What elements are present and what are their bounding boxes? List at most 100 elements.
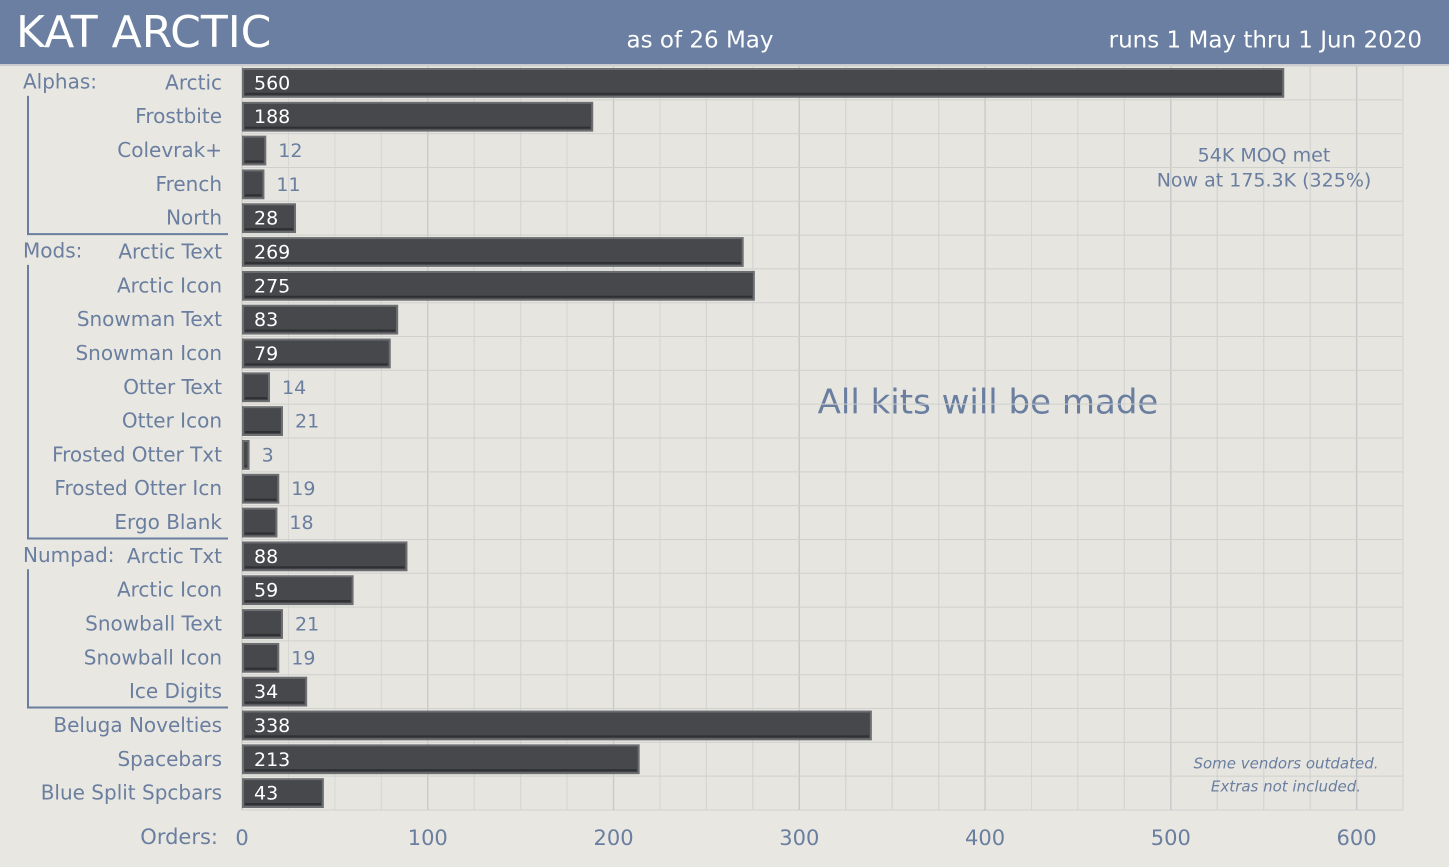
value-label: 19 — [291, 647, 315, 669]
header-rule — [0, 64, 1449, 66]
x-axis-label: Orders: — [140, 825, 218, 849]
bar-shade — [245, 160, 264, 163]
group-label: Numpad: — [23, 543, 115, 567]
category-label: Frosted Otter Txt — [52, 442, 222, 466]
category-label: Otter Icon — [122, 409, 222, 433]
annotation: Now at 175.3K (325%) — [1157, 170, 1372, 192]
bar-shade — [245, 363, 388, 366]
bar — [242, 575, 354, 606]
bar — [242, 541, 408, 572]
category-label: Ergo Blank — [114, 510, 222, 534]
bar-shade — [245, 532, 275, 535]
value-label: 21 — [295, 411, 319, 433]
value-label: 34 — [254, 681, 278, 703]
bar-shade — [245, 667, 277, 670]
value-label: 14 — [282, 377, 306, 399]
x-tick-label: 300 — [779, 826, 819, 850]
bar-shade — [245, 329, 396, 332]
value-label: 213 — [254, 749, 290, 771]
group-bracket — [27, 264, 228, 540]
value-label: 88 — [254, 546, 278, 568]
chart-title: KAT ARCTIC — [16, 7, 271, 58]
annotation: Some vendors outdated. — [1193, 755, 1378, 773]
value-label: 79 — [254, 343, 278, 365]
group-bracket — [27, 95, 228, 236]
bar — [242, 372, 271, 403]
category-label: Arctic Icon — [117, 578, 222, 602]
bar — [242, 406, 284, 437]
category-label: Arctic Txt — [127, 544, 222, 568]
bar — [242, 778, 324, 809]
value-label: 43 — [254, 783, 278, 805]
value-label: 19 — [291, 478, 315, 500]
run-note: runs 1 May thru 1 Jun 2020 — [1109, 28, 1422, 54]
bar-shade — [245, 228, 294, 231]
bar-shade — [245, 464, 247, 467]
bar — [242, 169, 265, 200]
subtitle: as of 26 May — [627, 28, 774, 54]
value-label: 11 — [276, 174, 300, 196]
category-label: North — [166, 206, 222, 230]
category-label: Arctic — [165, 70, 222, 94]
bar — [242, 135, 267, 166]
value-label: 12 — [278, 140, 302, 162]
bar-shade — [245, 498, 277, 501]
bar — [242, 68, 1285, 98]
x-tick-label: 200 — [593, 826, 633, 850]
group-bracket — [27, 569, 228, 709]
annotation: 54K MOQ met — [1198, 145, 1331, 167]
category-label: Beluga Novelties — [53, 713, 222, 737]
bar — [242, 642, 280, 673]
category-label: Blue Split Spcbars — [41, 781, 222, 805]
value-label: 59 — [254, 580, 278, 602]
category-label: Colevrak+ — [117, 138, 222, 162]
category-label: Snowman Icon — [75, 341, 222, 365]
x-tick-label: 500 — [1151, 826, 1191, 850]
category-label: Otter Text — [123, 375, 222, 399]
bar-shade — [245, 431, 281, 433]
annotation: All kits will be made — [818, 383, 1159, 423]
bar-shade — [245, 92, 1282, 95]
category-label: Arctic Text — [118, 240, 222, 264]
bar-shade — [245, 633, 281, 636]
bar — [242, 609, 284, 639]
category-label: French — [156, 172, 222, 196]
bar-shade — [245, 194, 262, 197]
category-label: Spacebars — [117, 747, 222, 771]
value-label: 338 — [254, 715, 290, 737]
bar — [242, 676, 308, 707]
bar-shade — [245, 566, 405, 569]
bar-shade — [245, 126, 591, 129]
bar-shade — [245, 295, 752, 298]
bar — [242, 270, 755, 301]
bar-shade — [245, 769, 637, 772]
annotation: Extras not included. — [1211, 778, 1361, 796]
bar — [242, 304, 399, 335]
bar-shade — [245, 803, 321, 805]
x-tick-label: 400 — [965, 826, 1005, 850]
header-band — [0, 0, 1449, 64]
category-label: Frostbite — [135, 104, 222, 128]
bar — [242, 101, 594, 132]
value-label: 21 — [295, 614, 319, 636]
value-label: 275 — [254, 275, 290, 297]
value-label: 3 — [262, 444, 274, 466]
value-label: 560 — [254, 72, 290, 94]
bar — [242, 440, 250, 470]
value-label: 188 — [254, 106, 290, 128]
x-tick-label: 600 — [1337, 826, 1377, 850]
bar — [242, 710, 872, 741]
bar — [242, 338, 391, 369]
bar-shade — [245, 261, 741, 264]
value-label: 83 — [254, 309, 278, 331]
value-label: 269 — [254, 242, 290, 264]
value-label: 28 — [254, 208, 278, 230]
value-label: 18 — [289, 512, 313, 534]
category-label: Frosted Otter Icn — [54, 476, 222, 500]
x-tick-label: 0 — [235, 826, 248, 850]
category-label: Snowball Icon — [84, 645, 222, 669]
category-label: Ice Digits — [129, 679, 222, 703]
bar-shade — [245, 701, 305, 704]
bar — [242, 203, 297, 234]
